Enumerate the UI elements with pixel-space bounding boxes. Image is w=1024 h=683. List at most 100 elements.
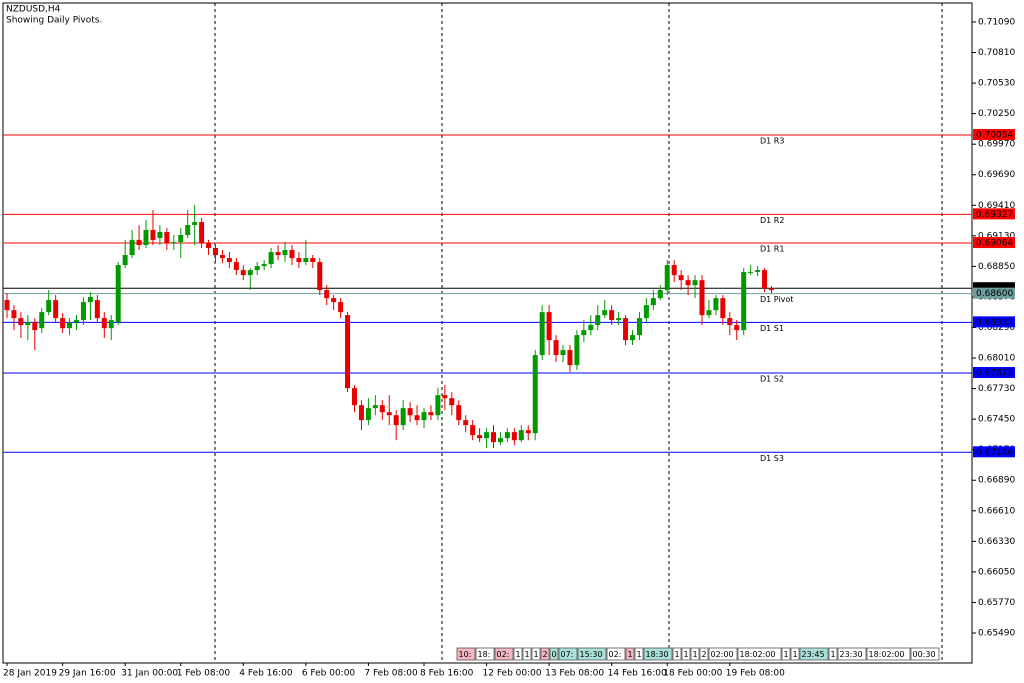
candle-body (261, 264, 267, 267)
candle-body (303, 258, 309, 263)
candle-body (657, 290, 663, 299)
y-tick-label: 0.65490 (978, 628, 1015, 638)
candle-body (171, 242, 177, 244)
candle-body (755, 270, 761, 273)
candle-body (449, 398, 455, 406)
candle-body (699, 280, 705, 316)
time-box (558, 647, 578, 661)
y-tick-label: 0.69690 (978, 170, 1015, 180)
candle-body (692, 280, 698, 286)
time-box-label: 15:30 (580, 650, 603, 659)
y-tick-label: 0.67450 (978, 415, 1015, 425)
candle-body (101, 318, 107, 329)
candle-body (157, 232, 163, 239)
candle-body (727, 318, 733, 326)
candle-body (115, 265, 121, 323)
time-box-label: 18: (478, 650, 491, 659)
y-tick-label: 0.66610 (978, 506, 1015, 516)
candle-body (60, 318, 66, 329)
candle-body (352, 388, 357, 406)
pivot-tag (973, 446, 1015, 458)
candle-body (602, 310, 608, 316)
time-box (634, 647, 644, 661)
candle-body (428, 412, 434, 416)
candle-body (206, 243, 212, 248)
candle-body (553, 340, 559, 356)
x-tick-label: 14 Feb 16:00 (608, 669, 667, 679)
candle-body (581, 330, 587, 336)
x-tick-label: 19 Feb 08:00 (726, 669, 785, 679)
y-tick-label: 0.66050 (978, 567, 1015, 577)
candle-body (199, 222, 205, 244)
candle-body (178, 234, 184, 243)
candle-body (296, 258, 302, 263)
x-tick-label: 18 Feb 00:00 (663, 669, 722, 679)
time-box (625, 647, 635, 661)
candle-body (32, 322, 38, 331)
candle-body (289, 250, 295, 259)
time-box (522, 647, 532, 661)
time-box-label: 18:02:00 (740, 650, 776, 659)
time-box-label: 1 (675, 650, 680, 659)
pivot-tag (973, 316, 1015, 328)
candle-body (122, 255, 128, 266)
candle-body (18, 318, 24, 326)
y-tick-label: 0.66890 (978, 476, 1015, 486)
candle-body (94, 300, 100, 319)
x-tick-label: 6 Feb 00:00 (302, 669, 356, 679)
candle-body (546, 312, 552, 341)
x-tick-label: 13 Feb 08:00 (545, 669, 604, 679)
pivot-name: D1 S2 (760, 374, 784, 383)
candle-body (358, 405, 364, 421)
time-box (531, 647, 541, 661)
candle-body (372, 405, 378, 409)
candle-body (511, 432, 517, 441)
candle-body (504, 432, 510, 439)
y-tick-label: 0.66330 (978, 537, 1015, 547)
candle-body (525, 430, 531, 434)
candle-body (150, 229, 156, 240)
time-box (799, 647, 829, 661)
chart-subtitle: Showing Daily Pivots. (6, 16, 102, 26)
time-box (494, 647, 514, 661)
candle-body (769, 288, 774, 291)
candle-body (650, 298, 656, 306)
y-tick-label: 0.68290 (978, 323, 1015, 333)
candle-body (720, 298, 726, 319)
time-box (475, 647, 495, 661)
candle-body (456, 405, 462, 421)
candle-body (706, 310, 712, 316)
pivot-name: D1 S1 (760, 324, 784, 333)
candle-body (713, 298, 719, 311)
pivot-tag (973, 237, 1015, 249)
time-box-label: 2 (543, 650, 548, 659)
candle-body (609, 310, 615, 321)
candle-body (442, 395, 448, 399)
candle-body (108, 320, 114, 329)
candle-body (80, 302, 86, 321)
pivot-tag (973, 366, 1015, 378)
candle-body (762, 270, 768, 289)
candle-body (240, 270, 246, 276)
candle-body (282, 250, 288, 256)
candle-body (741, 272, 747, 331)
candle-body (136, 239, 142, 246)
candle-body (470, 425, 476, 436)
pivot-name: D1 Pivot (760, 295, 793, 304)
candle-body (539, 312, 545, 356)
x-tick-label: 8 Feb 16:00 (420, 669, 474, 679)
time-box-label: 18:30 (646, 650, 669, 659)
candle-body (87, 297, 93, 303)
time-box-label: 23:45 (802, 650, 825, 659)
y-tick-label: 0.69410 (978, 201, 1015, 211)
time-box-label: 02:00 (711, 650, 734, 659)
time-box (577, 647, 607, 661)
time-box (549, 647, 559, 661)
candle-body (46, 300, 52, 313)
candle-body (630, 335, 635, 341)
chart-title: NZDUSD,H4 (6, 5, 61, 15)
time-box-label: 10: (459, 650, 472, 659)
candle-body (595, 315, 601, 326)
candle-body (53, 300, 59, 319)
time-box-label: 0 (552, 650, 557, 659)
